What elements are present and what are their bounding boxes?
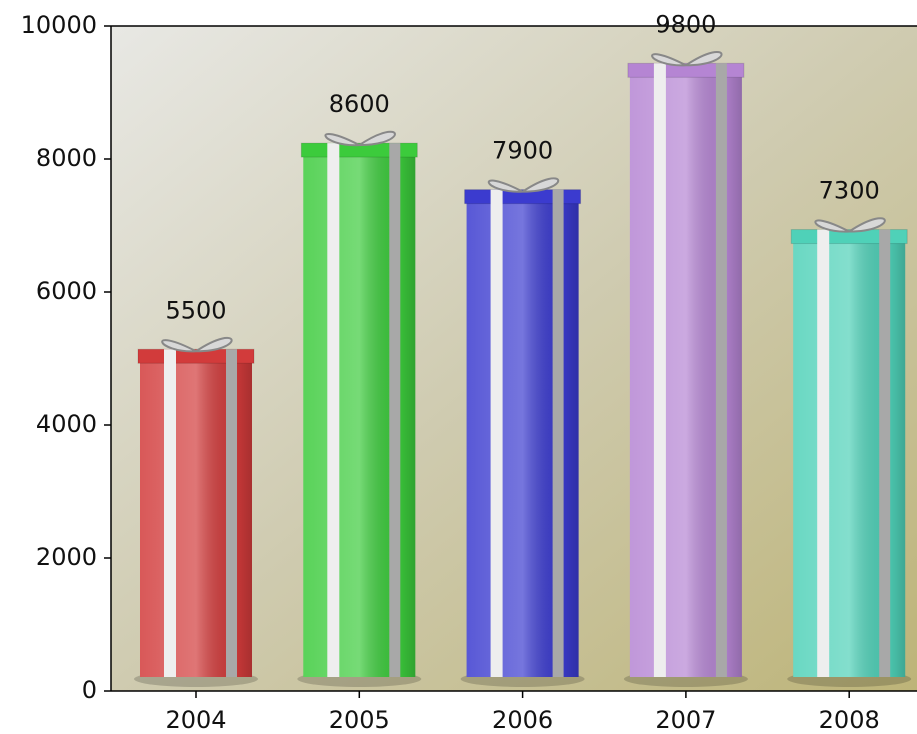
bar — [140, 325, 252, 691]
bar — [793, 206, 905, 691]
ribbon — [490, 189, 503, 677]
x-tick-label: 2004 — [165, 706, 226, 734]
gift — [460, 166, 585, 691]
value-label: 8600 — [329, 90, 390, 118]
y-tick-label: 6000 — [36, 277, 97, 305]
bow — [487, 177, 560, 193]
gift — [787, 206, 912, 691]
gift — [134, 325, 258, 691]
ribbon — [226, 349, 237, 677]
x-tick-label: 2008 — [819, 706, 880, 734]
bow — [814, 217, 886, 233]
ribbon — [879, 229, 891, 678]
ribbon — [389, 143, 401, 678]
bar — [630, 39, 742, 691]
bow — [161, 336, 233, 353]
ribbon — [715, 63, 727, 678]
bar — [303, 119, 415, 691]
ribbon — [164, 349, 176, 677]
gift — [623, 39, 748, 691]
bow — [651, 50, 723, 67]
y-tick-label: 2000 — [36, 543, 97, 571]
y-tick-label: 0 — [82, 676, 97, 704]
y-tick-label: 8000 — [36, 144, 97, 172]
ribbon — [653, 63, 666, 678]
y-tick-label: 4000 — [36, 410, 97, 438]
x-tick-label: 2005 — [329, 706, 390, 734]
value-label: 9800 — [655, 10, 716, 38]
bar — [467, 166, 579, 691]
ribbon — [552, 189, 564, 677]
value-label: 7300 — [819, 177, 880, 205]
value-label: 7900 — [492, 137, 553, 165]
ribbon — [817, 229, 830, 678]
y-tick-label: 10000 — [21, 11, 97, 39]
bow — [324, 130, 396, 147]
gift — [297, 119, 422, 691]
x-tick-label: 2007 — [655, 706, 716, 734]
value-label: 5500 — [165, 296, 226, 324]
x-tick-label: 2006 — [492, 706, 553, 734]
ribbon — [327, 143, 340, 678]
